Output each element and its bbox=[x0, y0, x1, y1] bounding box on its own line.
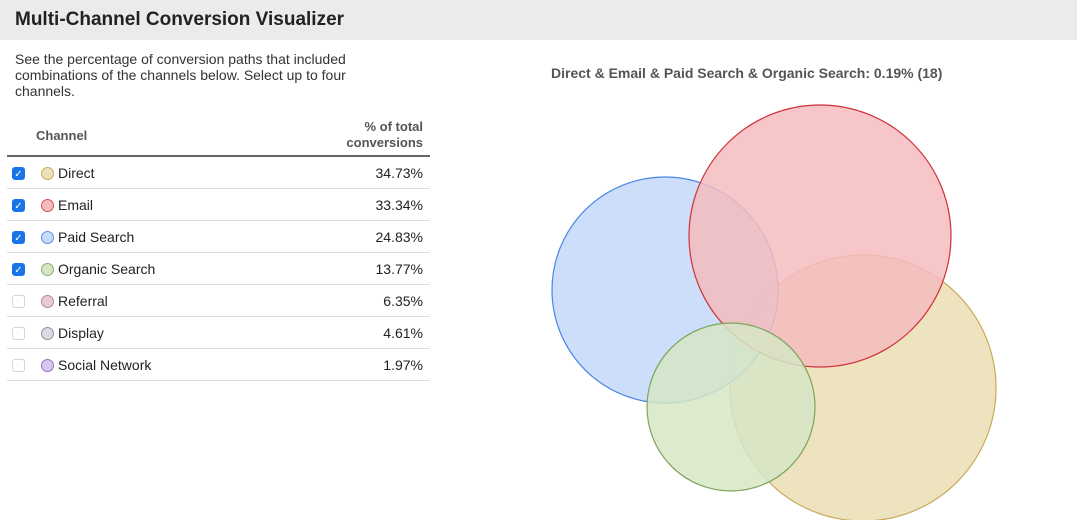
channel-label: Direct bbox=[58, 164, 95, 181]
checkbox-cell bbox=[7, 284, 41, 317]
page-header: Multi-Channel Conversion Visualizer bbox=[0, 0, 1077, 40]
channel-color-swatch bbox=[41, 198, 54, 212]
channel-percentage: 34.73% bbox=[265, 156, 430, 189]
channel-label: Display bbox=[58, 324, 104, 341]
channel-percentage: 24.83% bbox=[265, 220, 430, 253]
channel-checkbox-organic-search[interactable]: ✓ bbox=[12, 263, 25, 277]
channel-percentage: 13.77% bbox=[265, 252, 430, 285]
channel-percentage: 1.97% bbox=[265, 348, 430, 381]
channel-name-cell: Referral bbox=[41, 284, 266, 317]
pct-column-header: % of total conversions bbox=[265, 115, 430, 157]
channel-checkbox-email[interactable]: ✓ bbox=[12, 199, 25, 213]
channel-color-swatch bbox=[41, 294, 54, 308]
channel-checkbox-direct[interactable]: ✓ bbox=[12, 167, 25, 181]
table-row[interactable]: ✓ Paid Search 24.83% bbox=[7, 220, 430, 253]
channel-color-swatch bbox=[41, 230, 54, 244]
table-row[interactable]: ✓ Organic Search 13.77% bbox=[7, 252, 430, 285]
channel-checkbox-referral[interactable] bbox=[12, 295, 25, 309]
channel-table: Channel % of total conversions ✓ Direct 34… bbox=[7, 115, 430, 381]
channel-color-swatch bbox=[41, 262, 54, 276]
channel-column-header: Channel bbox=[7, 115, 266, 157]
checkbox-cell bbox=[7, 316, 41, 349]
channel-checkbox-paid-search[interactable]: ✓ bbox=[12, 231, 25, 245]
table-header-row: Channel % of total conversions bbox=[7, 115, 430, 157]
channel-checkbox-social-network[interactable] bbox=[12, 359, 25, 373]
checkbox-cell: ✓ bbox=[7, 188, 41, 221]
page-title: Multi-Channel Conversion Visualizer bbox=[15, 9, 345, 30]
channel-label: Referral bbox=[58, 292, 108, 309]
channel-name-cell: Social Network bbox=[41, 348, 266, 381]
channel-name-cell: Direct bbox=[41, 156, 266, 189]
channel-label: Organic Search bbox=[58, 260, 156, 277]
channel-name-cell: Organic Search bbox=[41, 252, 266, 285]
table-row[interactable]: ✓ Email 33.34% bbox=[7, 188, 430, 221]
channel-checkbox-display[interactable] bbox=[12, 327, 25, 341]
channel-color-swatch bbox=[41, 358, 54, 372]
table-row[interactable]: Display 4.61% bbox=[7, 316, 430, 349]
table-row[interactable]: Referral 6.35% bbox=[7, 284, 430, 317]
channel-color-swatch bbox=[41, 166, 54, 180]
checkbox-cell: ✓ bbox=[7, 252, 41, 285]
table-row[interactable]: Social Network 1.97% bbox=[7, 348, 430, 381]
venn-circle-organic-search[interactable] bbox=[646, 322, 816, 492]
checkbox-cell: ✓ bbox=[7, 156, 41, 189]
channel-label: Email bbox=[58, 196, 94, 213]
checkbox-cell: ✓ bbox=[7, 220, 41, 253]
channel-name-cell: Paid Search bbox=[41, 220, 266, 253]
channel-percentage: 33.34% bbox=[265, 188, 430, 221]
channel-percentage: 6.35% bbox=[265, 284, 430, 317]
description: See the percentage of conversion paths t… bbox=[15, 51, 346, 99]
checkbox-cell bbox=[7, 348, 41, 381]
venn-circle-email[interactable] bbox=[688, 104, 952, 368]
channel-name-cell: Email bbox=[41, 188, 266, 221]
channel-label: Paid Search bbox=[58, 228, 135, 245]
channel-name-cell: Display bbox=[41, 316, 266, 349]
pct-header-line1: % of total bbox=[364, 119, 424, 134]
channel-label: Social Network bbox=[58, 356, 152, 373]
channel-color-swatch bbox=[41, 326, 54, 340]
table-row[interactable]: ✓ Direct 34.73% bbox=[7, 156, 430, 189]
channel-percentage: 4.61% bbox=[265, 316, 430, 349]
venn-title: Direct & Email & Paid Search & Organic S… bbox=[551, 65, 943, 81]
pct-header-line2: conversions bbox=[346, 135, 423, 150]
